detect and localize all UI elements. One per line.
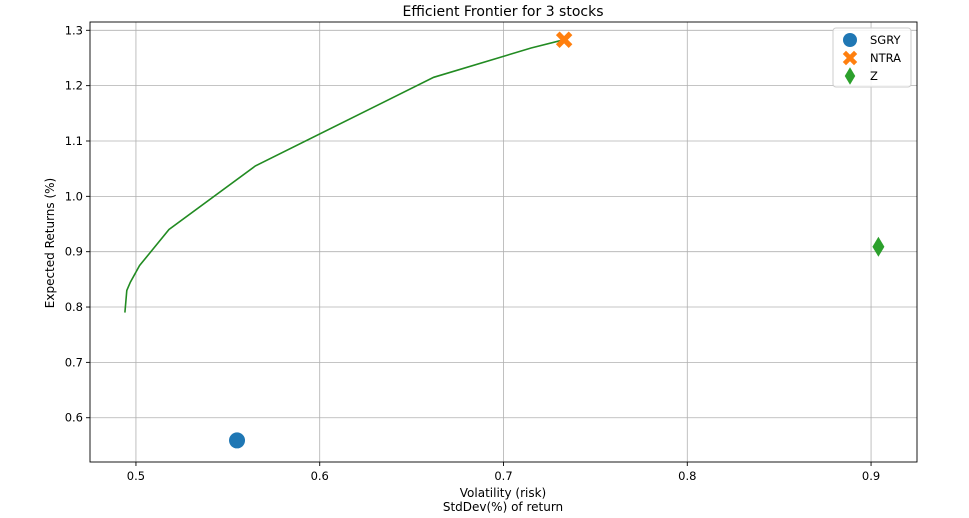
legend-label-sgry: SGRY	[870, 33, 901, 47]
marker-layer	[229, 31, 885, 449]
marker-ntra-stroke	[555, 31, 573, 48]
frontier-layer	[124, 38, 565, 313]
grid-layer	[90, 22, 917, 462]
chart-title: Efficient Frontier for 3 stocks	[402, 4, 603, 20]
legend: SGRY NTRA Z	[832, 27, 912, 88]
y-tick-label: 1.0	[65, 189, 83, 203]
marker-sgry	[229, 432, 246, 449]
legend-marker-sgry	[843, 33, 857, 47]
x-tick-label: 0.8	[678, 469, 696, 483]
y-tick-label: 1.2	[65, 79, 83, 93]
tick-layer: 0.5 0.6 0.7 0.8 0.9 0.6 0.7 0.8 0.9 1.0 1.1 1.2 1.3	[65, 23, 881, 483]
legend-label-z: Z	[870, 69, 878, 83]
x-tick-label: 0.5	[127, 469, 145, 483]
y-tick-label: 1.1	[65, 134, 83, 148]
marker-ntra	[555, 31, 573, 48]
x-axis-label-line-2: StdDev(%) of return	[443, 500, 563, 514]
marker-z	[872, 236, 885, 257]
legend-marker-ntra-stroke	[842, 50, 858, 66]
x-tick-label: 0.9	[862, 469, 880, 483]
y-tick-label: 0.6	[65, 411, 83, 425]
legend-label-ntra: NTRA	[870, 51, 901, 65]
y-tick-label: 0.8	[65, 300, 83, 314]
y-tick-label: 0.9	[65, 245, 83, 259]
y-tick-label: 0.7	[65, 355, 83, 369]
x-tick-label: 0.7	[494, 469, 512, 483]
y-axis-label: Expected Returns (%)	[43, 178, 57, 308]
legend-marker-z	[844, 67, 856, 85]
efficient-frontier-line	[124, 38, 565, 313]
y-tick-label: 1.3	[65, 23, 83, 37]
x-tick-label: 0.6	[311, 469, 329, 483]
x-axis-label-line-1: Volatility (risk)	[460, 486, 546, 500]
legend-marker-ntra	[842, 50, 858, 66]
